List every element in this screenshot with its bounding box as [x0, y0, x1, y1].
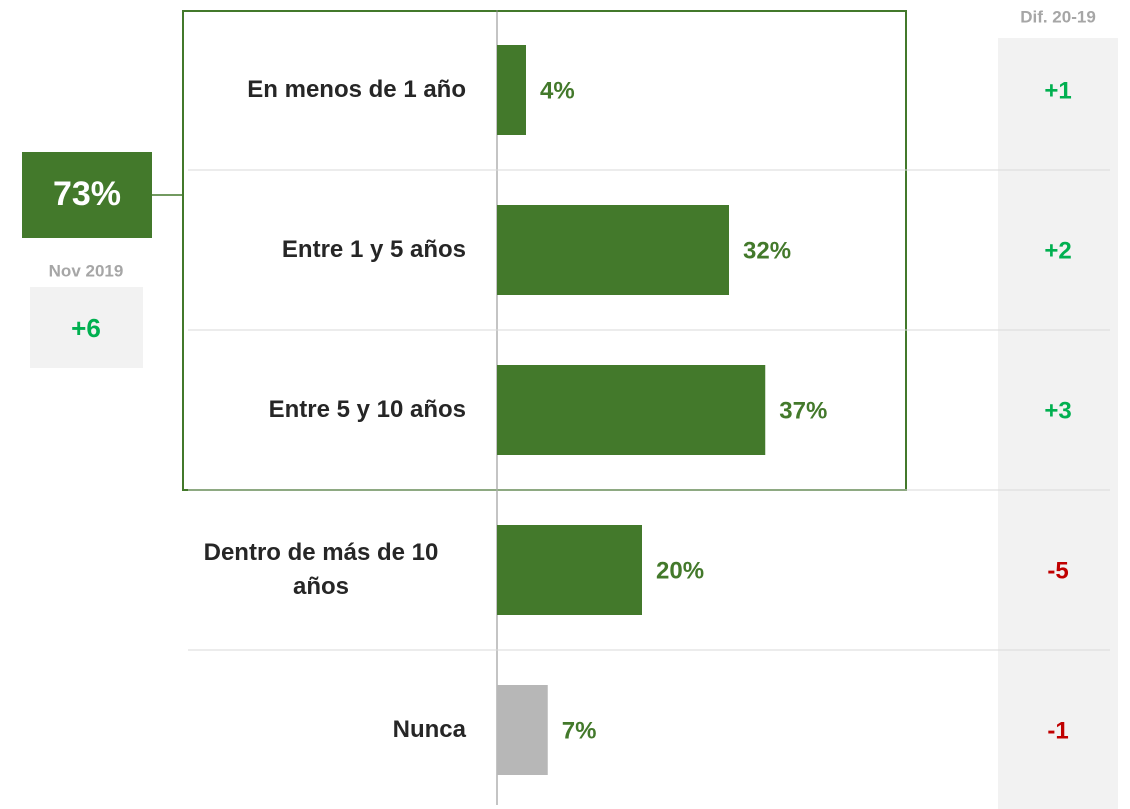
category-label: Entre 5 y 10 años — [150, 393, 466, 427]
diff-label: +2 — [1044, 237, 1071, 264]
category-text: Nunca — [392, 716, 466, 743]
diff-label: +1 — [1044, 77, 1071, 104]
summary-change-box — [30, 287, 143, 368]
category-label: Entre 1 y 5 años — [150, 233, 466, 267]
value-label: 32% — [743, 237, 791, 264]
summary-box — [22, 152, 152, 238]
bar — [497, 525, 642, 615]
value-label: 37% — [779, 397, 827, 424]
diff-title: Dif. 20-19 — [1020, 7, 1096, 26]
category-text: En menos de 1 año — [247, 76, 466, 103]
category-text: Dentro de más de 10 años — [203, 539, 439, 600]
category-text: Entre 1 y 5 años — [281, 236, 466, 263]
category-text: Entre 5 y 10 años — [268, 396, 466, 423]
bar — [497, 685, 548, 775]
bar — [497, 205, 729, 295]
category-label: Dentro de más de 10 años — [150, 536, 466, 604]
bar — [497, 45, 526, 135]
value-label: 20% — [656, 557, 704, 584]
diff-label: -1 — [1047, 717, 1068, 744]
summary-period: Nov 2019 — [49, 261, 124, 280]
summary-change: +6 — [71, 313, 101, 343]
value-label: 4% — [540, 77, 575, 104]
diff-label: +3 — [1044, 397, 1071, 424]
category-label: Nunca — [150, 713, 466, 747]
bar — [497, 365, 766, 455]
category-label: En menos de 1 año — [150, 73, 466, 107]
diff-column — [998, 38, 1118, 809]
diff-label: -5 — [1047, 557, 1068, 584]
summary-label: 73% — [53, 175, 121, 213]
value-label: 7% — [562, 717, 597, 744]
